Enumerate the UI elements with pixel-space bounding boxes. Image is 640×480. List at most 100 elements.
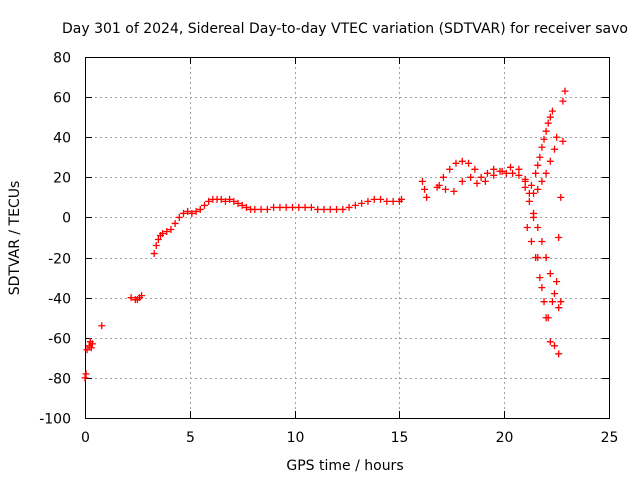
data-point — [547, 114, 554, 121]
data-point — [459, 158, 466, 165]
data-point — [333, 206, 340, 213]
data-point — [289, 204, 296, 211]
data-point — [547, 158, 554, 165]
data-point — [549, 298, 556, 305]
data-point — [553, 278, 560, 285]
data-point — [561, 88, 568, 95]
data-point — [545, 120, 552, 127]
data-point — [83, 370, 90, 377]
data-point — [555, 350, 562, 357]
axis-ticks: 0 5 10 15 20 25 -100 -80 -60 -40 -20 0 20 40 60 80 — [39, 51, 618, 447]
data-point — [172, 220, 179, 227]
data-point — [526, 198, 533, 205]
y-tick-label-9: 80 — [53, 51, 71, 67]
data-point — [553, 134, 560, 141]
data-point — [534, 162, 541, 169]
data-point — [490, 166, 497, 173]
data-point — [538, 144, 545, 151]
grid — [85, 57, 609, 418]
data-point — [532, 170, 539, 177]
data-point — [452, 160, 459, 167]
y-tick-label-2: -60 — [48, 332, 71, 348]
data-point — [258, 206, 265, 213]
data-point — [364, 198, 371, 205]
y-tick-label-5: 0 — [62, 211, 71, 227]
y-tick-label-1: -80 — [48, 372, 71, 388]
data-point — [264, 206, 271, 213]
y-tick-label-0: -100 — [39, 412, 71, 428]
data-point — [541, 298, 548, 305]
data-point — [320, 206, 327, 213]
data-point — [327, 206, 334, 213]
data-point — [534, 186, 541, 193]
data-point — [450, 188, 457, 195]
data-point — [446, 166, 453, 173]
data-point — [339, 206, 346, 213]
data-point — [352, 202, 359, 209]
data-point — [507, 164, 514, 171]
data-point — [509, 170, 516, 177]
data-point — [536, 154, 543, 161]
data-point — [547, 270, 554, 277]
data-point — [555, 234, 562, 241]
data-point — [478, 174, 485, 181]
data-point — [421, 186, 428, 193]
data-point — [346, 204, 353, 211]
data-point — [423, 194, 430, 201]
x-axis-label: GPS time / hours — [286, 458, 403, 474]
data-point — [543, 254, 550, 261]
data-point — [473, 180, 480, 187]
data-point — [549, 108, 556, 115]
y-axis-label: SDTVAR / TECUs — [7, 181, 23, 296]
x-tick-label-3: 15 — [391, 430, 409, 446]
data-point — [551, 146, 558, 153]
x-tick-label-0: 0 — [81, 430, 90, 446]
chart-title: Day 301 of 2024, Sidereal Day-to-day VTE… — [62, 21, 628, 37]
data-point — [153, 242, 160, 249]
data-point — [151, 250, 158, 257]
x-tick-label-1: 5 — [186, 430, 195, 446]
data-point — [270, 204, 277, 211]
data-points — [82, 88, 569, 382]
data-point — [559, 138, 566, 145]
y-tick-label-7: 40 — [53, 131, 71, 147]
data-point — [530, 210, 537, 217]
data-point — [390, 198, 397, 205]
data-point — [547, 338, 554, 345]
data-point — [524, 224, 531, 231]
data-point — [543, 170, 550, 177]
data-point — [541, 136, 548, 143]
data-point — [82, 374, 89, 381]
data-point — [201, 202, 208, 209]
data-point — [440, 174, 447, 181]
data-point — [465, 160, 472, 167]
data-point — [528, 238, 535, 245]
data-point — [538, 284, 545, 291]
chart: Day 301 of 2024, Sidereal Day-to-day VTE… — [0, 0, 640, 480]
data-point — [538, 178, 545, 185]
data-point — [543, 128, 550, 135]
data-point — [530, 190, 537, 197]
y-tick-label-8: 60 — [53, 91, 71, 107]
data-point — [482, 178, 489, 185]
data-point — [551, 290, 558, 297]
data-point — [371, 196, 378, 203]
data-point — [534, 224, 541, 231]
data-point — [377, 196, 384, 203]
plot-area — [86, 58, 610, 419]
data-point — [459, 178, 466, 185]
data-point — [314, 206, 321, 213]
data-point — [555, 304, 562, 311]
data-point — [383, 198, 390, 205]
x-tick-label-2: 10 — [287, 430, 305, 446]
data-point — [559, 98, 566, 105]
x-tick-label-4: 20 — [496, 430, 514, 446]
data-point — [442, 186, 449, 193]
y-tick-label-6: 20 — [53, 171, 71, 187]
data-point — [419, 178, 426, 185]
data-point — [467, 174, 474, 181]
data-point — [283, 204, 290, 211]
data-point — [515, 166, 522, 173]
data-point — [471, 166, 478, 173]
data-point — [308, 204, 315, 211]
